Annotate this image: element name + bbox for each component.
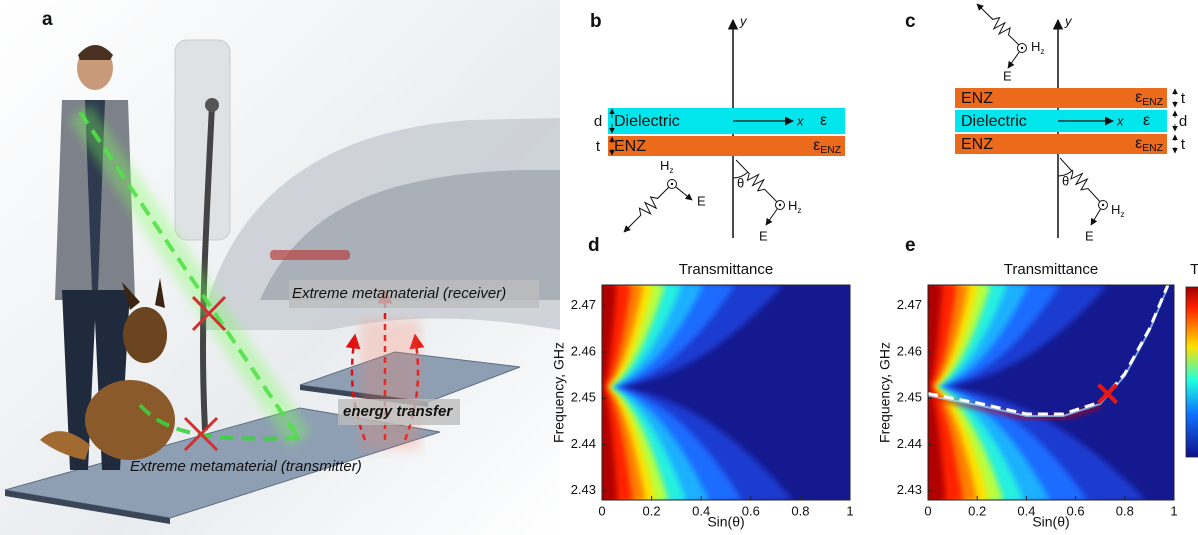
chart-title: Transmittance xyxy=(1004,261,1098,278)
field-label-sub: z xyxy=(1040,46,1044,56)
layer-name: ENZ xyxy=(961,136,993,153)
y-tick-label: 2.43 xyxy=(897,482,922,497)
field-dot-center xyxy=(779,204,781,206)
y-tick-label: 2.45 xyxy=(571,390,596,405)
thickness: t xyxy=(1181,136,1186,153)
layer-name: ENZ xyxy=(614,138,646,155)
x-tick-label: 0 xyxy=(924,503,931,518)
e-label: E xyxy=(1003,68,1012,83)
permittivity-base: ε xyxy=(813,137,820,154)
field-label-base: H xyxy=(1111,202,1120,217)
panel-label: e xyxy=(905,235,916,256)
y-tick-label: 2.47 xyxy=(571,297,596,312)
field-label-sub: z xyxy=(797,205,801,215)
angle-label: θ xyxy=(1062,173,1069,188)
e-label: E xyxy=(759,228,768,243)
y-tick-label: 2.44 xyxy=(571,436,596,451)
panel-label: a xyxy=(42,9,53,30)
wave xyxy=(977,4,1022,48)
line xyxy=(1008,52,1019,68)
thickness: d xyxy=(594,113,602,130)
heatmap xyxy=(592,275,850,510)
figure: a Extreme metamaterial (receiver) energy… xyxy=(0,0,1198,535)
field-label-base: H xyxy=(788,198,797,213)
layer-name: Dielectric xyxy=(961,113,1027,130)
wave xyxy=(624,184,672,232)
permittivity-base: ε xyxy=(1143,112,1150,129)
x-axis-label: Sin(θ) xyxy=(707,514,744,530)
angle-label: θ xyxy=(737,175,744,190)
line xyxy=(1091,209,1101,225)
field-dot-center xyxy=(1021,47,1023,49)
line xyxy=(676,187,692,200)
y-axis-label: Frequency, GHz xyxy=(551,342,567,443)
permittivity-sub: ENZ xyxy=(1142,97,1163,108)
chart-title: Transmittance xyxy=(679,261,773,278)
axis-label: y xyxy=(1064,13,1073,28)
heatmap xyxy=(918,275,1174,510)
field-dot-center xyxy=(671,183,673,185)
axis-label: x xyxy=(1116,113,1124,128)
x-tick-label: 0.8 xyxy=(791,503,809,518)
layer-name: ENZ xyxy=(961,90,993,107)
field-label-base: H xyxy=(660,158,669,173)
permittivity-base: ε xyxy=(1135,89,1142,106)
layer-name: Dielectric xyxy=(614,113,680,130)
field-label: Hz xyxy=(660,158,674,175)
x-axis-label: Sin(θ) xyxy=(1032,514,1069,530)
field-label: Hz xyxy=(1031,39,1045,56)
permittivity-base: ε xyxy=(1135,135,1142,152)
panel-label: c xyxy=(905,11,916,32)
colorbar-label: T xyxy=(1190,261,1198,278)
x-tick-label: 0.2 xyxy=(968,503,986,518)
x-tick-label: 1 xyxy=(1170,503,1177,518)
field-label: Hz xyxy=(1111,202,1125,219)
x-tick-label: 0 xyxy=(598,503,605,518)
permittivity-sub: ENZ xyxy=(820,145,841,156)
permittivity: ε xyxy=(820,112,827,129)
x-tick-label: 1 xyxy=(846,503,853,518)
y-tick-label: 2.45 xyxy=(897,390,922,405)
transmitter-label: Extreme metamaterial (transmitter) xyxy=(130,458,362,475)
axis-label: x xyxy=(796,113,804,128)
y-tick-label: 2.43 xyxy=(571,482,596,497)
field-label: Hz xyxy=(788,198,802,215)
field-label-base: H xyxy=(1031,39,1040,54)
e-label: E xyxy=(1085,228,1094,243)
field-dot-center xyxy=(1102,204,1104,206)
field-label-sub: z xyxy=(669,165,673,175)
permittivity-sub: ENZ xyxy=(1142,143,1163,154)
x-tick-label: 0.2 xyxy=(643,503,661,518)
field-label-sub: z xyxy=(1120,209,1124,219)
transfer-label: energy transfer xyxy=(343,403,453,420)
panel-label: b xyxy=(590,11,602,32)
y-tick-label: 2.46 xyxy=(571,343,596,358)
e-label: E xyxy=(697,193,706,208)
y-tick-label: 2.44 xyxy=(897,436,922,451)
colorbar xyxy=(1186,287,1198,457)
axis-label: y xyxy=(739,13,748,28)
y-axis-label: Frequency, GHz xyxy=(877,342,893,443)
panel-label: d xyxy=(588,235,600,256)
illustration xyxy=(0,0,560,535)
y-tick-label: 2.47 xyxy=(897,297,922,312)
line xyxy=(766,209,777,225)
permittivity-base: ε xyxy=(820,112,827,129)
receiver-label: Extreme metamaterial (receiver) xyxy=(292,285,506,302)
x-tick-label: 0.8 xyxy=(1116,503,1134,518)
thickness: t xyxy=(1181,90,1186,107)
permittivity: ε xyxy=(1143,112,1150,129)
thickness: t xyxy=(596,138,601,155)
y-tick-label: 2.46 xyxy=(897,343,922,358)
thickness: d xyxy=(1179,113,1187,130)
